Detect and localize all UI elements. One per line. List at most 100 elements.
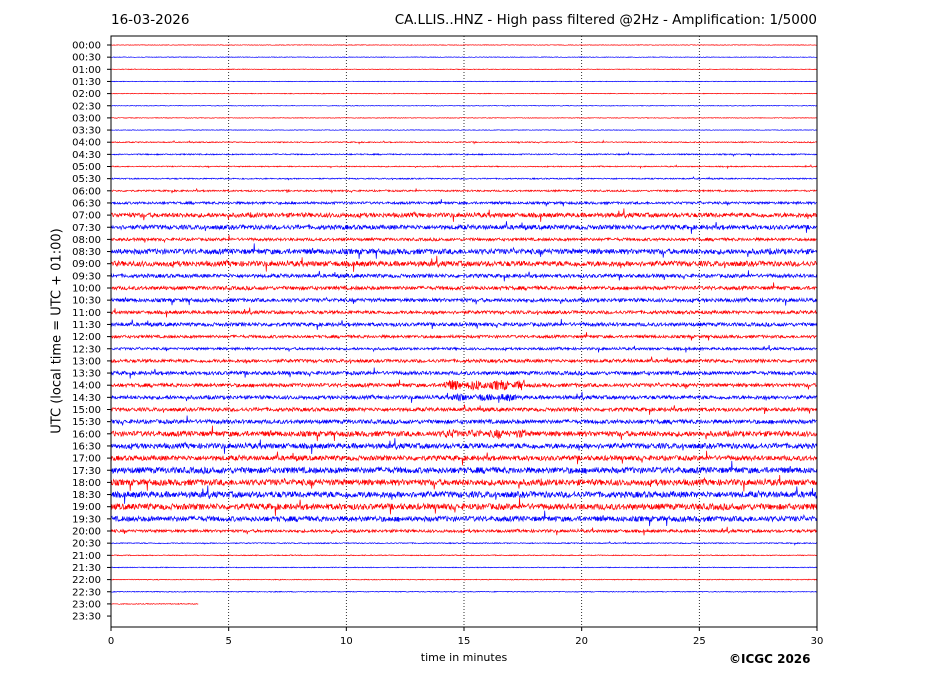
trace-16:30 (110, 438, 818, 455)
plot-frame (110, 35, 818, 628)
trace-16:00 (110, 425, 818, 442)
trace-22:30 (110, 590, 818, 593)
y-tick-label-15:00: 15:00 (72, 405, 101, 416)
y-tick-label-22:30: 22:30 (72, 587, 101, 598)
y-tick-label-23:00: 23:00 (72, 599, 101, 610)
y-tick-label-05:30: 05:30 (72, 174, 101, 185)
y-tick-label-10:00: 10:00 (72, 284, 101, 295)
trace-15:30 (110, 415, 818, 426)
date-label: 16-03-2026 (111, 12, 190, 28)
trace-05:30 (110, 176, 818, 181)
x-tick-label-10: 10 (340, 636, 353, 647)
x-tick-label-15: 15 (458, 636, 471, 647)
y-tick-label-20:00: 20:00 (72, 527, 101, 538)
trace-11:30 (110, 318, 818, 330)
y-tick-label-10:30: 10:30 (72, 296, 101, 307)
y-tick-label-18:00: 18:00 (72, 478, 101, 489)
y-tick-label-22:00: 22:00 (72, 575, 101, 586)
y-tick-label-15:30: 15:30 (72, 417, 101, 428)
x-tick-label-30: 30 (811, 636, 824, 647)
trace-group (110, 44, 818, 605)
y-tick-label-09:30: 09:30 (72, 271, 101, 282)
y-tick-label-12:00: 12:00 (72, 332, 101, 343)
trace-23:00 (110, 602, 199, 605)
x-tick-label-5: 5 (225, 636, 231, 647)
y-tick-label-11:30: 11:30 (72, 320, 101, 331)
trace-01:30 (110, 80, 818, 83)
y-tick-label-21:30: 21:30 (72, 563, 101, 574)
y-tick-label-17:30: 17:30 (72, 466, 101, 477)
trace-13:00 (110, 356, 818, 364)
y-tick-label-18:30: 18:30 (72, 490, 101, 501)
y-tick-label-16:00: 16:00 (72, 429, 101, 440)
y-tick-label-02:00: 02:00 (72, 89, 101, 100)
trace-00:00 (110, 44, 817, 46)
trace-04:30 (110, 151, 818, 158)
grid-lines (228, 36, 700, 627)
y-tick-label-00:30: 00:30 (72, 53, 101, 64)
y-tick-label-05:00: 05:00 (72, 162, 101, 173)
y-tick-label-00:00: 00:00 (72, 41, 101, 52)
trace-07:30 (110, 221, 818, 234)
y-tick-label-19:30: 19:30 (72, 514, 101, 525)
trace-13:30 (110, 367, 818, 379)
y-tick-label-12:30: 12:30 (72, 344, 101, 355)
trace-03:00 (110, 117, 818, 119)
y-tick-label-21:00: 21:00 (72, 551, 101, 562)
y-tick-label-07:30: 07:30 (72, 223, 101, 234)
trace-10:00 (110, 282, 818, 292)
x-tick-label-25: 25 (693, 636, 706, 647)
chart-title: CA.LLIS..HNZ - High pass filtered @2Hz -… (394, 12, 817, 28)
trace-18:00 (110, 474, 818, 492)
trace-08:30 (110, 243, 818, 259)
trace-22:00 (110, 578, 818, 581)
y-axis-label: UTC (local time = UTC + 01:00) (49, 228, 65, 434)
y-tick-label-03:00: 03:00 (72, 113, 101, 124)
y-tick-label-08:00: 08:00 (72, 235, 101, 246)
x-tick-label-20: 20 (575, 636, 588, 647)
trace-21:00 (110, 554, 818, 557)
trace-12:30 (110, 345, 818, 353)
y-tick-label-06:00: 06:00 (72, 186, 101, 197)
trace-06:30 (110, 199, 818, 207)
trace-02:00 (110, 92, 818, 95)
x-tick-label-0: 0 (108, 636, 114, 647)
trace-11:00 (110, 307, 818, 318)
trace-00:30 (110, 56, 818, 58)
y-tick-label-03:30: 03:30 (72, 126, 101, 137)
trace-03:30 (110, 129, 818, 131)
x-axis-label: time in minutes (420, 651, 508, 664)
trace-09:00 (110, 255, 818, 272)
trace-17:00 (110, 450, 818, 466)
trace-06:00 (110, 187, 818, 194)
y-tick-label-14:00: 14:00 (72, 381, 101, 392)
y-tick-label-08:30: 08:30 (72, 247, 101, 258)
y-tick-label-14:30: 14:30 (72, 393, 101, 404)
y-tick-label-07:00: 07:00 (72, 211, 101, 222)
trace-20:00 (110, 526, 818, 536)
y-tick-label-01:30: 01:30 (72, 77, 101, 88)
y-tick-label-16:30: 16:30 (72, 441, 101, 452)
trace-08:00 (110, 235, 818, 244)
copyright-label: ©ICGC 2026 (729, 652, 811, 666)
trace-14:00 (110, 379, 818, 391)
y-tick-label-20:30: 20:30 (72, 539, 101, 550)
trace-07:00 (110, 208, 818, 222)
y-tick-label-17:00: 17:00 (72, 454, 101, 465)
trace-05:00 (110, 164, 818, 170)
y-tick-label-04:00: 04:00 (72, 138, 101, 149)
y-tick-label-13:00: 13:00 (72, 356, 101, 367)
y-tick-label-19:00: 19:00 (72, 502, 101, 513)
y-tick-label-02:30: 02:30 (72, 101, 101, 112)
trace-01:00 (111, 68, 818, 71)
trace-12:00 (110, 332, 818, 341)
trace-21:30 (110, 566, 818, 569)
trace-04:00 (110, 139, 818, 145)
trace-15:00 (110, 404, 818, 415)
y-tick-label-04:30: 04:30 (72, 150, 101, 161)
y-tick-label-09:00: 09:00 (72, 259, 101, 270)
y-tick-label-23:30: 23:30 (72, 612, 101, 623)
trace-19:00 (110, 497, 818, 516)
